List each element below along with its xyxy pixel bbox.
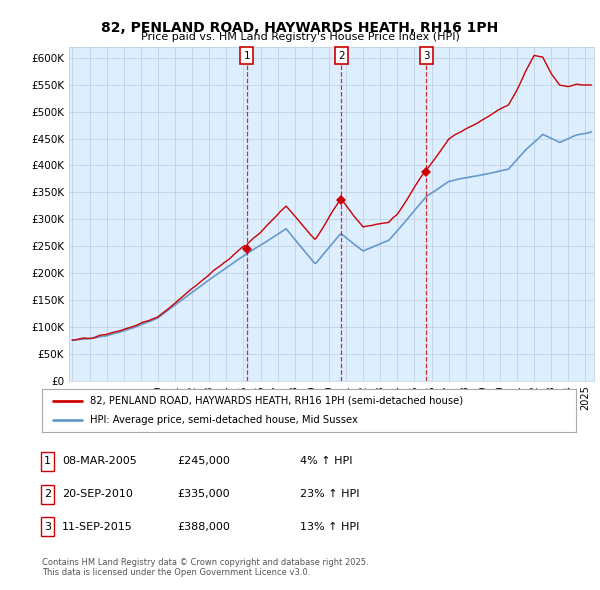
Text: Price paid vs. HM Land Registry's House Price Index (HPI): Price paid vs. HM Land Registry's House …: [140, 32, 460, 42]
Text: 2: 2: [338, 51, 344, 61]
Text: 20-SEP-2010: 20-SEP-2010: [62, 490, 133, 499]
Text: 1: 1: [244, 51, 250, 61]
Text: Contains HM Land Registry data © Crown copyright and database right 2025.
This d: Contains HM Land Registry data © Crown c…: [42, 558, 368, 577]
Text: 13% ↑ HPI: 13% ↑ HPI: [300, 522, 359, 532]
Text: 1: 1: [44, 457, 51, 466]
Text: 08-MAR-2005: 08-MAR-2005: [62, 457, 137, 466]
Text: 3: 3: [44, 522, 51, 532]
Text: 2: 2: [44, 490, 51, 499]
Text: 82, PENLAND ROAD, HAYWARDS HEATH, RH16 1PH (semi-detached house): 82, PENLAND ROAD, HAYWARDS HEATH, RH16 1…: [90, 396, 463, 406]
Text: 11-SEP-2015: 11-SEP-2015: [62, 522, 133, 532]
Text: 4% ↑ HPI: 4% ↑ HPI: [300, 457, 353, 466]
Text: £388,000: £388,000: [177, 522, 230, 532]
Text: 23% ↑ HPI: 23% ↑ HPI: [300, 490, 359, 499]
Text: £245,000: £245,000: [177, 457, 230, 466]
Text: £335,000: £335,000: [177, 490, 230, 499]
Text: 3: 3: [423, 51, 430, 61]
Text: HPI: Average price, semi-detached house, Mid Sussex: HPI: Average price, semi-detached house,…: [90, 415, 358, 425]
Text: 82, PENLAND ROAD, HAYWARDS HEATH, RH16 1PH: 82, PENLAND ROAD, HAYWARDS HEATH, RH16 1…: [101, 21, 499, 35]
